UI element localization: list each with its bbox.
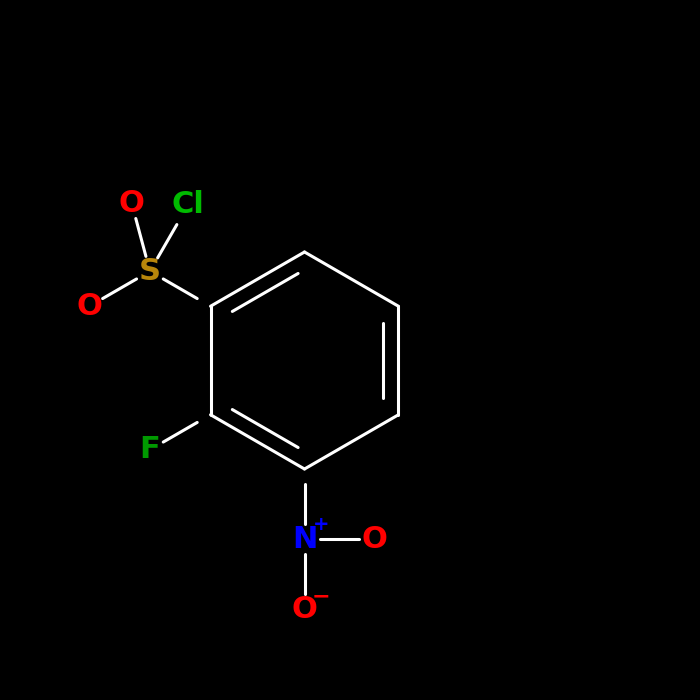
Text: −: −	[312, 587, 330, 606]
Text: O: O	[119, 189, 145, 218]
Text: O: O	[292, 594, 317, 624]
Text: O: O	[362, 524, 387, 554]
Text: N: N	[292, 524, 317, 554]
Text: Cl: Cl	[172, 190, 205, 219]
Text: O: O	[76, 292, 102, 321]
Text: S: S	[139, 257, 161, 286]
Text: F: F	[139, 435, 160, 464]
Text: +: +	[313, 515, 330, 535]
